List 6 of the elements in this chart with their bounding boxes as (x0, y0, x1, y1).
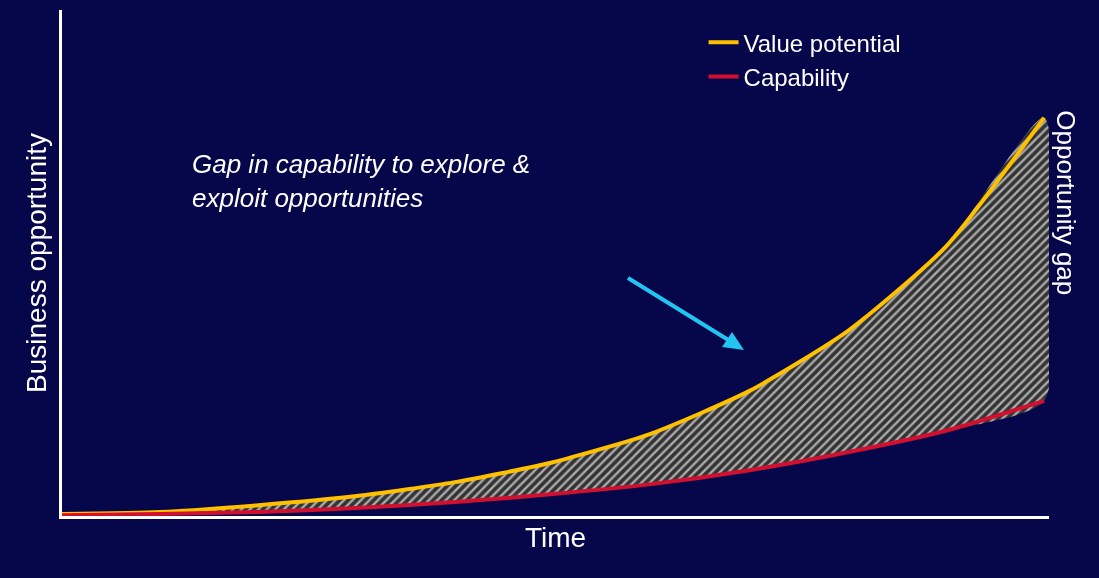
x-axis-title: Time (524, 522, 587, 554)
y-axis-title: Business opportunity (20, 133, 52, 393)
y2-axis-title: Opportunity gap (1051, 110, 1082, 296)
legend-label: Value potential (743, 29, 901, 57)
legend-label: Capability (743, 63, 849, 91)
annotation: Gap in capability to explore & exploit opportunities (192, 149, 531, 213)
